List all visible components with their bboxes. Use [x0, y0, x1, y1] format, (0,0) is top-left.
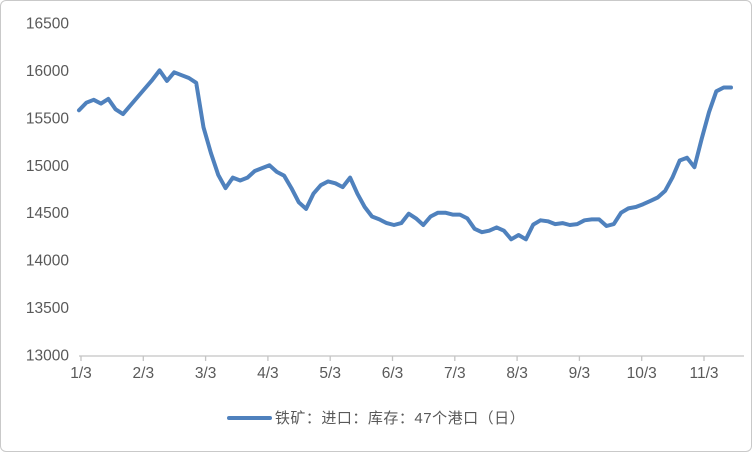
x-tick-label: 9/3: [569, 365, 591, 382]
x-tick-label: 4/3: [257, 365, 279, 382]
y-tick-label: 13000: [26, 348, 69, 365]
y-tick-label: 13500: [26, 300, 69, 317]
x-tick-label: 6/3: [382, 365, 404, 382]
x-tick-label: 8/3: [506, 365, 528, 382]
y-tick-label: 15500: [26, 110, 69, 127]
x-tick-label: 10/3: [627, 365, 657, 382]
series-line-iron-ore-inventory: [77, 68, 733, 242]
x-tick-label: 1/3: [70, 365, 92, 382]
y-tick-label: 15000: [26, 158, 69, 175]
x-tick-label: 11/3: [689, 365, 718, 382]
x-tick-label: 3/3: [195, 365, 217, 382]
x-tick-label: 2/3: [133, 365, 155, 382]
y-tick-label: 16500: [26, 16, 69, 33]
y-tick-label: 14500: [26, 205, 69, 222]
y-tick-label: 14000: [26, 253, 69, 270]
x-tick-label: 5/3: [319, 365, 341, 382]
x-tick-label: 7/3: [444, 365, 466, 382]
y-tick-label: 16000: [26, 63, 69, 80]
